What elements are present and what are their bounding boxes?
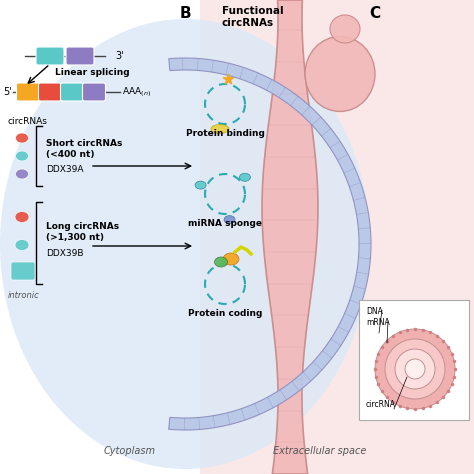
Text: circRNA: circRNA <box>366 400 396 409</box>
FancyBboxPatch shape <box>61 83 83 101</box>
Text: B: B <box>179 6 191 21</box>
Ellipse shape <box>223 253 239 265</box>
Text: AAA$_{(n)}$: AAA$_{(n)}$ <box>122 85 151 99</box>
Text: intronic: intronic <box>8 291 40 300</box>
Ellipse shape <box>211 125 229 134</box>
Ellipse shape <box>16 133 28 143</box>
Ellipse shape <box>405 359 425 379</box>
Ellipse shape <box>215 257 228 267</box>
FancyBboxPatch shape <box>82 83 106 101</box>
Text: Long circRNAs
(>1,300 nt): Long circRNAs (>1,300 nt) <box>46 222 119 242</box>
FancyBboxPatch shape <box>359 300 469 420</box>
Text: C: C <box>369 6 381 21</box>
Text: mRNA: mRNA <box>366 318 390 327</box>
Ellipse shape <box>224 216 235 224</box>
Polygon shape <box>169 58 371 430</box>
Polygon shape <box>262 0 318 474</box>
Ellipse shape <box>375 329 455 409</box>
Text: Cytoplasm: Cytoplasm <box>104 446 156 456</box>
Ellipse shape <box>0 19 370 469</box>
Ellipse shape <box>239 173 250 181</box>
Text: DDX39B: DDX39B <box>46 249 83 258</box>
Ellipse shape <box>385 339 445 399</box>
FancyBboxPatch shape <box>66 47 94 65</box>
Ellipse shape <box>395 349 435 389</box>
Point <box>224 75 232 83</box>
Text: DNA: DNA <box>366 307 383 316</box>
FancyBboxPatch shape <box>17 83 39 101</box>
Text: DDX39A: DDX39A <box>46 164 83 173</box>
Text: miRNA sponge: miRNA sponge <box>188 219 262 228</box>
Text: Linear splicing: Linear splicing <box>55 67 129 76</box>
Text: Functional
circRNAs: Functional circRNAs <box>222 6 283 28</box>
Ellipse shape <box>16 169 28 179</box>
FancyBboxPatch shape <box>11 262 35 280</box>
Text: Extracellular space: Extracellular space <box>273 446 367 456</box>
FancyBboxPatch shape <box>36 47 64 65</box>
Ellipse shape <box>330 15 360 43</box>
Ellipse shape <box>195 181 206 189</box>
Text: Short circRNAs
(<400 nt): Short circRNAs (<400 nt) <box>46 139 122 159</box>
Text: 5': 5' <box>3 87 12 97</box>
Ellipse shape <box>305 36 375 111</box>
Text: circRNAs: circRNAs <box>8 117 48 126</box>
Text: Protein coding: Protein coding <box>188 309 262 318</box>
FancyBboxPatch shape <box>38 83 62 101</box>
Text: Protein binding: Protein binding <box>185 129 264 138</box>
Text: 3': 3' <box>115 51 124 61</box>
FancyBboxPatch shape <box>200 0 474 474</box>
Ellipse shape <box>15 211 29 222</box>
Ellipse shape <box>16 151 28 161</box>
Ellipse shape <box>15 239 29 250</box>
